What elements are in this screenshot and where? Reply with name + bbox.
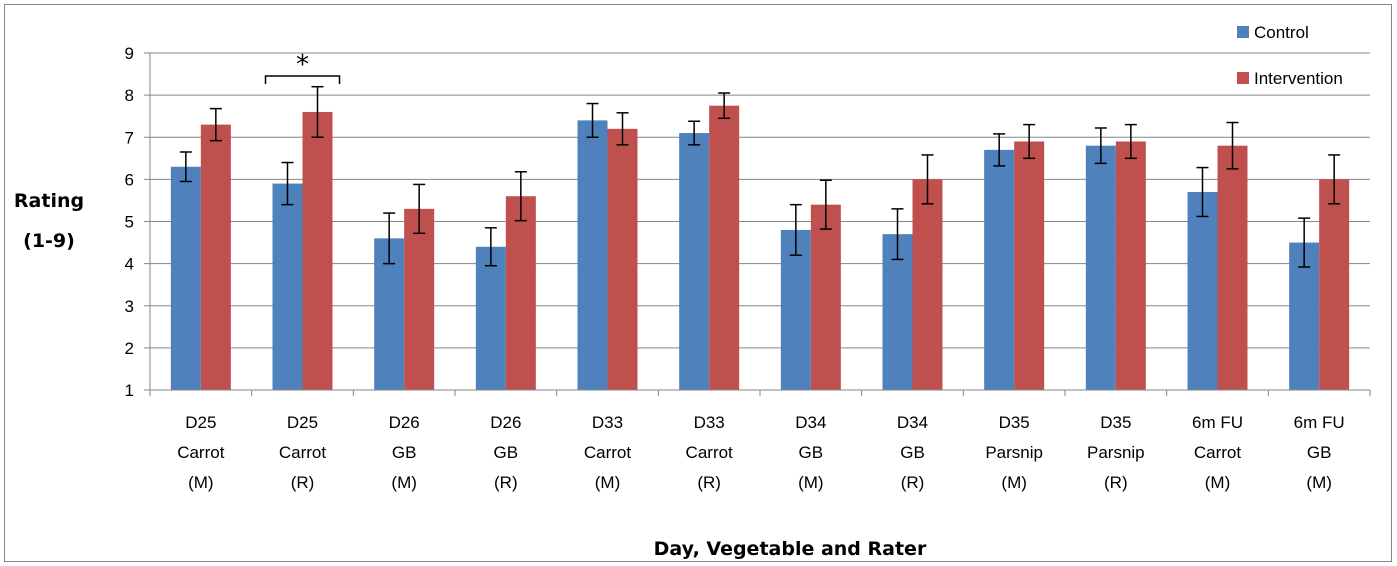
x-tick-label: D34 [795, 413, 826, 432]
x-tick-label: (M) [1306, 473, 1331, 492]
y-tick-label: 7 [125, 128, 134, 147]
x-tick-label: GB [900, 443, 925, 462]
x-tick-label: (R) [494, 473, 518, 492]
bar-control [475, 246, 506, 390]
x-tick-label: D25 [185, 413, 216, 432]
bar-intervention [709, 105, 740, 390]
y-tick-label: 6 [125, 170, 134, 189]
x-tick-label: (M) [1205, 473, 1230, 492]
bar-intervention [607, 128, 638, 390]
legend-swatch-intervention [1237, 72, 1249, 84]
bar-control [170, 166, 201, 390]
x-tick-label: Parsnip [1087, 443, 1145, 462]
error-bars [179, 85, 1341, 268]
y-tick-label: 4 [125, 255, 134, 274]
bar-control [984, 149, 1015, 390]
bar-intervention [200, 124, 231, 391]
legend-label-control: Control [1254, 23, 1309, 42]
x-tick-label: Carrot [1194, 443, 1242, 462]
y-axis-ticks: 1 2 3 4 5 6 7 8 9 [125, 44, 150, 400]
x-axis-title: Day, Vegetable and Rater [654, 538, 927, 560]
x-tick-label: GB [799, 443, 824, 462]
x-tick-label: (M) [188, 473, 213, 492]
bar-control [272, 183, 303, 390]
bar-control [577, 120, 608, 391]
x-tick-label: (R) [291, 473, 315, 492]
x-tick-label: 6m FU [1192, 413, 1243, 432]
y-tick-label: 5 [125, 213, 134, 232]
x-tick-label: 6m FU [1294, 413, 1345, 432]
legend-swatch-control [1237, 26, 1249, 38]
x-tick-label: D26 [389, 413, 420, 432]
y-tick-label: 8 [125, 86, 134, 105]
x-tick-label: Carrot [686, 443, 734, 462]
significance-annotation: * [264, 50, 341, 84]
x-tick-label: Parsnip [985, 443, 1043, 462]
x-tick-label: D35 [1100, 413, 1131, 432]
x-tick-label: GB [392, 443, 417, 462]
x-tick-label: D34 [897, 413, 928, 432]
bar-intervention [404, 208, 435, 390]
x-tick-label: (R) [1104, 473, 1128, 492]
x-axis-ticks: D25 Carrot (M) D25 Carrot (R) D26 GB (M) D26 GB (R)… [149, 390, 1371, 492]
significance-star: * [296, 50, 309, 80]
bar-control [679, 133, 710, 390]
significance-bracket [264, 75, 341, 84]
bar-control [780, 229, 811, 390]
x-tick-label: (M) [391, 473, 416, 492]
bars [170, 105, 1350, 391]
legend: Control Intervention [1237, 23, 1343, 88]
legend-label-intervention: Intervention [1254, 69, 1343, 88]
bar-intervention [1115, 141, 1146, 390]
bar-intervention [505, 196, 536, 390]
bar-intervention [912, 179, 943, 390]
x-tick-label: (M) [595, 473, 620, 492]
x-tick-label: D35 [999, 413, 1030, 432]
x-tick-label: Carrot [177, 443, 225, 462]
x-tick-label: (M) [1001, 473, 1026, 492]
x-tick-label: D33 [694, 413, 725, 432]
x-tick-label: Carrot [279, 443, 327, 462]
x-tick-label: (R) [697, 473, 721, 492]
gridlines [150, 52, 1370, 349]
y-tick-label: 9 [125, 44, 134, 63]
bar-control [1187, 192, 1218, 390]
bar-intervention [302, 111, 333, 390]
y-tick-label: 2 [125, 339, 134, 358]
x-tick-label: GB [1307, 443, 1332, 462]
bar-intervention [1217, 145, 1248, 390]
y-axis-title-line-1: Rating [14, 190, 84, 212]
y-tick-label: 1 [125, 381, 134, 400]
y-tick-label: 3 [125, 297, 134, 316]
x-tick-label: GB [494, 443, 519, 462]
bar-intervention [810, 204, 841, 390]
x-tick-label: D26 [490, 413, 521, 432]
x-tick-label: (R) [901, 473, 925, 492]
x-tick-label: D25 [287, 413, 318, 432]
bar-control [1085, 145, 1116, 390]
x-tick-label: (M) [798, 473, 823, 492]
x-tick-label: Carrot [584, 443, 632, 462]
x-tick-label: D33 [592, 413, 623, 432]
bar-intervention [1014, 141, 1045, 390]
bar-intervention [1319, 179, 1350, 390]
y-axis-title-line-2: (1-9) [23, 230, 75, 252]
